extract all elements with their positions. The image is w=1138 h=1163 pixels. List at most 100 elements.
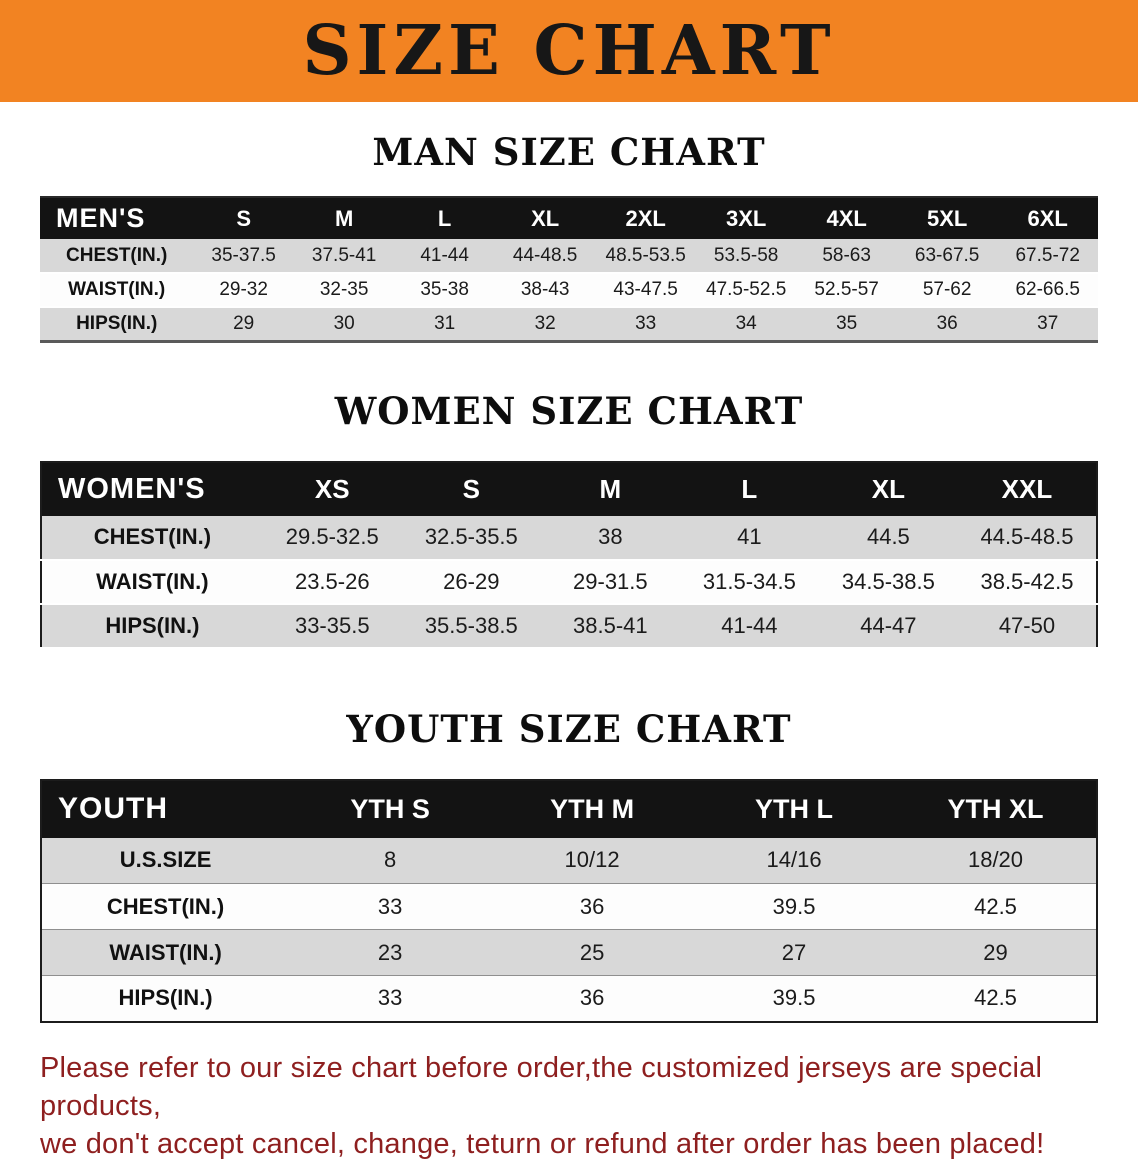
women-section-heading: WOMEN SIZE CHART <box>0 389 1138 433</box>
measurement-label-cell: WAIST(IN.) <box>41 560 263 604</box>
size-value-cell: 29.5-32.5 <box>263 516 402 560</box>
size-header-cell: YTH XL <box>895 780 1097 838</box>
size-header-cell: XS <box>263 462 402 516</box>
measurement-label-cell: HIPS(IN.) <box>40 307 193 341</box>
size-header-cell: 6XL <box>997 197 1098 239</box>
table-category-cell: YOUTH <box>41 780 289 838</box>
size-value-cell: 44.5-48.5 <box>958 516 1097 560</box>
size-value-cell: 32.5-35.5 <box>402 516 541 560</box>
size-header-cell: YTH M <box>491 780 693 838</box>
size-header-cell: XL <box>495 197 596 239</box>
size-value-cell: 35 <box>796 307 897 341</box>
men-section-heading: MAN SIZE CHART <box>0 130 1138 174</box>
size-value-cell: 67.5-72 <box>997 239 1098 273</box>
size-value-cell: 43-47.5 <box>595 273 696 307</box>
size-header-cell: 2XL <box>595 197 696 239</box>
size-value-cell: 35-38 <box>394 273 495 307</box>
size-value-cell: 29 <box>895 930 1097 976</box>
size-value-cell: 31.5-34.5 <box>680 560 819 604</box>
disclaimer-line-2: we don't accept cancel, change, teturn o… <box>40 1125 1110 1163</box>
size-header-cell: M <box>294 197 395 239</box>
youth-section-heading: YOUTH SIZE CHART <box>0 707 1138 751</box>
size-value-cell: 32 <box>495 307 596 341</box>
size-value-cell: 57-62 <box>897 273 998 307</box>
size-header-cell: XXL <box>958 462 1097 516</box>
size-value-cell: 10/12 <box>491 838 693 884</box>
size-value-cell: 47.5-52.5 <box>696 273 797 307</box>
size-value-cell: 36 <box>491 976 693 1022</box>
size-value-cell: 23.5-26 <box>263 560 402 604</box>
size-value-cell: 32-35 <box>294 273 395 307</box>
measurement-label-cell: U.S.SIZE <box>41 838 289 884</box>
size-value-cell: 63-67.5 <box>897 239 998 273</box>
size-value-cell: 34.5-38.5 <box>819 560 958 604</box>
size-header-cell: XL <box>819 462 958 516</box>
size-value-cell: 8 <box>289 838 491 884</box>
measurement-label-cell: CHEST(IN.) <box>41 884 289 930</box>
size-value-cell: 48.5-53.5 <box>595 239 696 273</box>
size-header-cell: 4XL <box>796 197 897 239</box>
size-header-cell: L <box>394 197 495 239</box>
size-value-cell: 41-44 <box>394 239 495 273</box>
size-value-cell: 42.5 <box>895 976 1097 1022</box>
measurement-label-cell: HIPS(IN.) <box>41 604 263 648</box>
size-value-cell: 52.5-57 <box>796 273 897 307</box>
size-value-cell: 34 <box>696 307 797 341</box>
size-header-cell: L <box>680 462 819 516</box>
disclaimer-line-1: Please refer to our size chart before or… <box>40 1049 1110 1126</box>
size-value-cell: 26-29 <box>402 560 541 604</box>
size-value-cell: 29 <box>193 307 294 341</box>
measurement-label-cell: CHEST(IN.) <box>41 516 263 560</box>
size-value-cell: 33 <box>289 884 491 930</box>
size-value-cell: 29-31.5 <box>541 560 680 604</box>
size-header-cell: 3XL <box>696 197 797 239</box>
size-value-cell: 39.5 <box>693 976 895 1022</box>
size-value-cell: 58-63 <box>796 239 897 273</box>
size-value-cell: 41 <box>680 516 819 560</box>
size-header-cell: S <box>193 197 294 239</box>
size-chart-banner: SIZE CHART <box>0 0 1138 102</box>
size-value-cell: 33 <box>289 976 491 1022</box>
measurement-label-cell: CHEST(IN.) <box>40 239 193 273</box>
size-value-cell: 39.5 <box>693 884 895 930</box>
measurement-label-cell: HIPS(IN.) <box>41 976 289 1022</box>
size-value-cell: 44-47 <box>819 604 958 648</box>
size-value-cell: 42.5 <box>895 884 1097 930</box>
size-header-cell: 5XL <box>897 197 998 239</box>
size-value-cell: 33-35.5 <box>263 604 402 648</box>
size-value-cell: 44-48.5 <box>495 239 596 273</box>
table-category-cell: WOMEN'S <box>41 462 263 516</box>
size-value-cell: 47-50 <box>958 604 1097 648</box>
size-value-cell: 36 <box>897 307 998 341</box>
size-value-cell: 31 <box>394 307 495 341</box>
size-value-cell: 27 <box>693 930 895 976</box>
disclaimer-note: Please refer to our size chart before or… <box>40 1049 1110 1163</box>
size-value-cell: 38.5-41 <box>541 604 680 648</box>
size-value-cell: 36 <box>491 884 693 930</box>
size-value-cell: 29-32 <box>193 273 294 307</box>
size-header-cell: M <box>541 462 680 516</box>
size-value-cell: 25 <box>491 930 693 976</box>
size-value-cell: 38-43 <box>495 273 596 307</box>
size-value-cell: 37 <box>997 307 1098 341</box>
size-value-cell: 23 <box>289 930 491 976</box>
size-value-cell: 30 <box>294 307 395 341</box>
size-header-cell: YTH L <box>693 780 895 838</box>
